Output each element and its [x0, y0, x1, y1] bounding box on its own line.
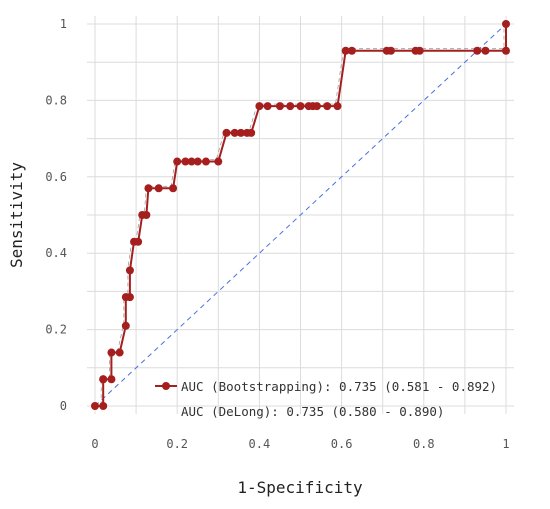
roc-point: [107, 348, 116, 357]
roc-point: [125, 293, 134, 302]
roc-point: [107, 375, 116, 384]
x-tick-label: 0.4: [249, 437, 271, 451]
x-axis-label: 1-Specificity: [237, 478, 363, 497]
roc-point: [502, 46, 510, 55]
roc-point: [91, 402, 99, 410]
x-tick-labels: 0 0.2 0.4 0.6 0.8 1: [91, 437, 509, 451]
roc-point: [144, 184, 153, 193]
roc-point: [187, 157, 196, 166]
legend-entry-bootstrapping: AUC (Bootstrapping): 0.735 (0.581 - 0.89…: [181, 379, 497, 394]
roc-points: [91, 20, 510, 410]
roc-point: [502, 20, 510, 28]
roc-point: [154, 184, 163, 193]
roc-point: [193, 157, 202, 166]
reference-diagonal-line: [94, 23, 507, 407]
y-tick-label: 0.6: [45, 170, 67, 184]
grid: [87, 16, 514, 414]
y-tick-labels: 0 0.2 0.4 0.6 0.8 1: [45, 17, 67, 413]
roc-point: [323, 102, 332, 111]
roc-point: [99, 375, 108, 384]
x-tick-label: 1: [502, 437, 509, 451]
roc-point: [134, 237, 143, 246]
roc-point: [125, 266, 134, 275]
legend-entry-delong: AUC (DeLong): 0.735 (0.580 - 0.890): [181, 404, 444, 419]
y-axis-label: Sensitivity: [7, 162, 26, 268]
roc-point: [173, 157, 182, 166]
roc-point: [341, 46, 350, 55]
roc-point: [121, 321, 130, 330]
roc-point: [142, 211, 151, 219]
roc-point: [201, 157, 210, 166]
x-tick-label: 0.8: [413, 437, 435, 451]
roc-point: [481, 46, 490, 55]
roc-point: [214, 157, 223, 166]
roc-point: [275, 102, 284, 111]
roc-point: [333, 102, 342, 111]
smoothed-roc-curve: [93, 22, 505, 405]
legend-roc-swatch-marker: [162, 382, 170, 390]
roc-point: [255, 102, 264, 111]
roc-point: [386, 46, 395, 55]
roc-point: [286, 102, 295, 111]
roc-point: [115, 348, 124, 357]
roc-point: [347, 46, 356, 55]
roc-point: [296, 102, 305, 111]
legend: AUC (Bootstrapping): 0.735 (0.581 - 0.89…: [155, 379, 497, 419]
y-tick-label: 0.2: [45, 323, 67, 337]
roc-point: [312, 102, 321, 111]
roc-point: [415, 46, 424, 55]
roc-point: [473, 46, 482, 55]
y-tick-label: 0.8: [45, 93, 67, 107]
roc-point: [222, 128, 231, 137]
roc-point: [99, 402, 108, 410]
roc-point: [263, 102, 272, 111]
y-tick-label: 0: [60, 399, 67, 413]
roc-point: [169, 184, 178, 193]
roc-point: [181, 157, 190, 166]
roc-point: [247, 128, 256, 137]
x-tick-label: 0.6: [331, 437, 353, 451]
x-tick-label: 0: [91, 437, 98, 451]
roc-point: [236, 128, 245, 137]
x-tick-label: 0.2: [166, 437, 188, 451]
y-tick-label: 0.4: [45, 246, 67, 260]
y-tick-label: 1: [60, 17, 67, 31]
roc-point: [230, 128, 239, 137]
